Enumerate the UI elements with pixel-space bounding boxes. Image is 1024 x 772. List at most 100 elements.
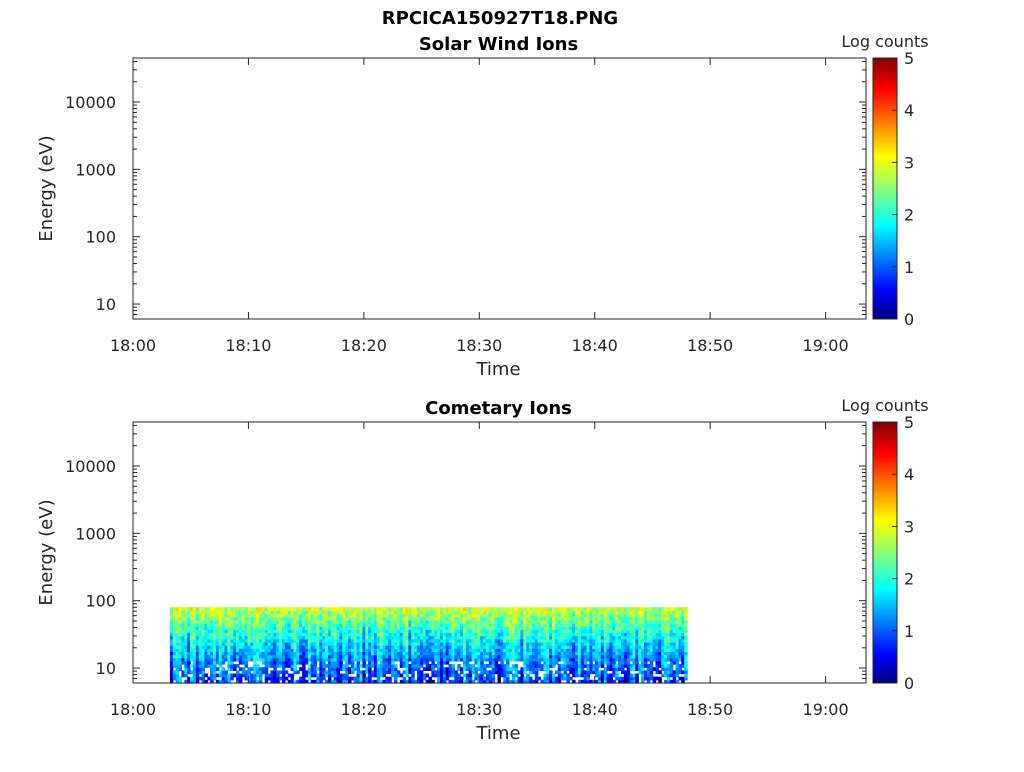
spectrogram-cell xyxy=(187,654,191,659)
spectrogram-cell xyxy=(394,673,398,678)
spectrogram-cell xyxy=(554,654,559,659)
spectrogram-cell xyxy=(477,673,481,678)
spectrogram-cell xyxy=(273,676,277,681)
spectrogram-cell xyxy=(368,679,372,684)
spectrogram-cell xyxy=(577,607,582,611)
spectrogram-cell xyxy=(500,629,504,634)
spectrogram-cell xyxy=(293,667,297,671)
spectrogram-cell xyxy=(391,667,395,671)
spectrogram-cell xyxy=(359,648,364,653)
spectrogram-cell xyxy=(359,641,364,646)
spectrogram-cell xyxy=(402,664,407,668)
spectrogram-cell xyxy=(526,641,530,646)
spectrogram-cell xyxy=(626,654,631,659)
spectrogram-cell xyxy=(508,654,513,659)
spectrogram-cell xyxy=(506,673,510,678)
spectrogram-cell xyxy=(273,654,277,659)
spectrogram-cell xyxy=(210,638,214,643)
spectrogram-cell xyxy=(264,657,269,662)
spectrogram-cell xyxy=(563,660,568,665)
spectrogram-cell xyxy=(273,613,277,618)
spectrogram-cell xyxy=(345,610,349,615)
spectrogram-cell xyxy=(221,632,226,637)
spectrogram-cell xyxy=(353,607,358,611)
spectrogram-cell xyxy=(543,645,547,649)
spectrogram-cell xyxy=(664,629,668,634)
spectrogram-cell xyxy=(345,626,349,630)
spectrogram-cell xyxy=(310,613,315,618)
spectrogram-cell xyxy=(684,664,688,668)
spectrogram-cell xyxy=(632,664,636,668)
spectrogram-cell xyxy=(279,619,283,624)
spectrogram-cell xyxy=(425,664,430,668)
spectrogram-cell xyxy=(213,626,217,630)
spectrogram-cell xyxy=(563,676,568,681)
spectrogram-cell xyxy=(508,619,513,624)
spectrogram-cell xyxy=(414,607,418,611)
spectrogram-cell xyxy=(385,613,389,618)
spectrogram-cell xyxy=(474,676,478,681)
spectrogram-cell xyxy=(431,629,435,634)
spectrogram-cell xyxy=(560,641,565,646)
spectrogram-cell xyxy=(534,641,539,646)
spectrogram-cell xyxy=(184,641,188,646)
spectrogram-cell xyxy=(270,660,274,665)
spectrogram-cell xyxy=(457,673,461,678)
spectrogram-cell xyxy=(491,648,496,653)
spectrogram-cell xyxy=(302,651,306,656)
spectrogram-cell xyxy=(534,645,539,649)
spectrogram-cell xyxy=(485,638,490,643)
spectrogram-cell xyxy=(236,651,240,656)
spectrogram-cell xyxy=(514,645,519,649)
spectrogram-cell xyxy=(302,664,306,668)
spectrogram-cell xyxy=(477,619,481,624)
spectrogram-cell xyxy=(296,626,300,630)
spectrogram-cell xyxy=(302,613,306,618)
spectrogram-cell xyxy=(342,616,346,621)
spectrogram-cell xyxy=(402,648,407,653)
spectrogram-cell xyxy=(198,660,203,665)
spectrogram-cell xyxy=(241,619,246,624)
spectrogram-cell xyxy=(606,616,611,621)
spectrogram-cell xyxy=(330,673,335,678)
spectrogram-cell xyxy=(652,645,657,649)
spectrogram-cell xyxy=(488,610,493,615)
spectrogram-cell xyxy=(359,616,364,621)
colorbar-tick-label: 5 xyxy=(904,413,914,432)
spectrogram-cell xyxy=(388,660,392,665)
spectrogram-cell xyxy=(273,664,277,668)
spectrogram-cell xyxy=(626,641,631,646)
spectrogram-cell xyxy=(333,673,338,678)
spectrogram-cell xyxy=(210,626,214,630)
spectrogram-cell xyxy=(609,654,613,659)
spectrogram-cell xyxy=(399,657,404,662)
spectrogram-cell xyxy=(330,610,335,615)
spectrogram-cell xyxy=(264,664,269,668)
spectrogram-cell xyxy=(293,607,297,611)
spectrogram-cell xyxy=(241,638,246,643)
spectrogram-cell xyxy=(198,616,203,621)
spectrogram-cell xyxy=(365,651,369,656)
spectrogram-cell xyxy=(485,629,490,634)
spectrogram-cell xyxy=(382,619,387,624)
spectrogram-cell xyxy=(316,610,320,615)
spectrogram-cell xyxy=(350,632,355,637)
spectrogram-cell xyxy=(270,629,274,634)
spectrogram-cell xyxy=(506,610,510,615)
spectrogram-cell xyxy=(327,619,332,624)
spectrogram-cell xyxy=(526,648,530,653)
spectrogram-cell xyxy=(359,607,364,611)
spectrogram-cell xyxy=(339,645,343,649)
spectrogram-cell xyxy=(192,670,197,675)
spectrogram-cell xyxy=(664,635,668,640)
spectrogram-cell xyxy=(534,648,539,653)
spectrogram-cell xyxy=(666,654,671,659)
spectrogram-cell xyxy=(491,654,496,659)
spectrogram-cell xyxy=(442,626,447,630)
spectrogram-cell xyxy=(480,623,484,627)
spectrogram-cell xyxy=(419,616,424,621)
spectrogram-cell xyxy=(468,619,473,624)
spectrogram-cell xyxy=(454,616,458,621)
spectrogram-cell xyxy=(396,641,401,646)
spectrogram-cell xyxy=(325,626,329,630)
